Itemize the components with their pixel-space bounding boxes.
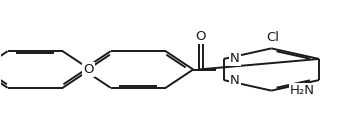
Text: O: O <box>195 30 206 43</box>
Text: N: N <box>230 52 240 65</box>
Text: O: O <box>83 63 94 76</box>
Text: H₂N: H₂N <box>290 84 315 97</box>
Text: Cl: Cl <box>267 31 280 44</box>
Text: N: N <box>230 74 240 87</box>
